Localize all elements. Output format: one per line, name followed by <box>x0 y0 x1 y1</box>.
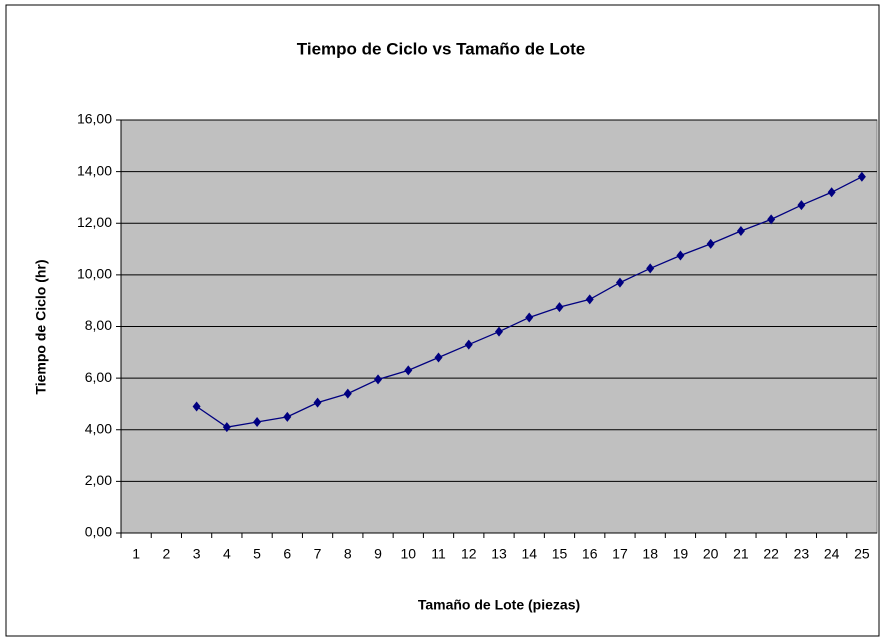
data-point <box>525 312 534 323</box>
data-point <box>343 388 352 399</box>
data-point <box>676 250 685 261</box>
data-point <box>464 339 473 350</box>
y-tick-label: 0,00 <box>85 524 112 540</box>
y-tick-label: 2,00 <box>85 472 112 488</box>
data-point <box>374 374 383 385</box>
data-point <box>736 225 745 236</box>
data-point <box>434 352 443 363</box>
x-tick-label: 14 <box>521 546 537 562</box>
x-tick-label: 5 <box>253 546 261 562</box>
data-point <box>706 238 715 249</box>
x-tick-label: 10 <box>400 546 416 562</box>
y-tick-label: 14,00 <box>77 162 112 178</box>
data-point <box>192 401 201 412</box>
y-tick-label: 10,00 <box>77 266 112 282</box>
data-point <box>615 277 624 288</box>
x-tick-label: 12 <box>461 546 477 562</box>
x-tick-label: 22 <box>763 546 779 562</box>
chart-title: Tiempo de Ciclo vs Tamaño de Lote <box>297 39 585 58</box>
data-point <box>313 397 322 408</box>
x-tick-label: 16 <box>582 546 598 562</box>
data-point <box>555 302 564 313</box>
x-tick-label: 15 <box>552 546 568 562</box>
x-tick-label: 25 <box>854 546 870 562</box>
x-tick-label: 1 <box>132 546 140 562</box>
x-tick-label: 7 <box>314 546 322 562</box>
data-point <box>827 187 836 198</box>
x-tick-label: 18 <box>642 546 658 562</box>
data-point <box>767 214 776 225</box>
x-tick-label: 4 <box>223 546 231 562</box>
x-tick-label: 17 <box>612 546 628 562</box>
y-tick-label: 8,00 <box>85 317 112 333</box>
data-point <box>646 263 655 274</box>
x-tick-label: 20 <box>703 546 719 562</box>
data-point <box>404 365 413 376</box>
x-tick-label: 21 <box>733 546 749 562</box>
x-tick-label: 8 <box>344 546 352 562</box>
x-tick-label: 2 <box>162 546 170 562</box>
data-point <box>222 422 231 433</box>
y-tick-label: 6,00 <box>85 369 112 385</box>
y-tick-label: 12,00 <box>77 214 112 230</box>
y-tick-label: 4,00 <box>85 420 112 436</box>
data-point <box>283 411 292 422</box>
x-tick-label: 9 <box>374 546 382 562</box>
x-tick-label: 6 <box>283 546 291 562</box>
x-tick-label: 13 <box>491 546 507 562</box>
data-point <box>495 326 503 337</box>
data-point <box>585 294 594 305</box>
x-tick-label: 11 <box>431 546 446 562</box>
x-tick-label: 23 <box>794 546 810 562</box>
y-tick-label: 16,00 <box>77 111 112 127</box>
y-axis-label: Tiempo de Ciclo (hr) <box>33 259 49 394</box>
x-tick-label: 3 <box>193 546 201 562</box>
x-axis-label: Tamaño de Lote (piezas) <box>418 597 580 613</box>
data-point <box>253 417 262 428</box>
data-point <box>797 200 806 211</box>
x-tick-label: 24 <box>824 546 840 562</box>
x-tick-label: 19 <box>673 546 689 562</box>
data-point <box>857 171 866 182</box>
